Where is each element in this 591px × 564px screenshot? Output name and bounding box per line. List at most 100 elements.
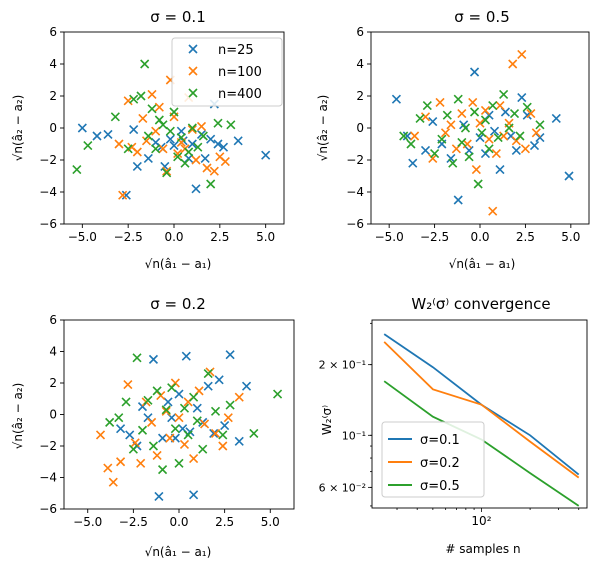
scatter-marker — [189, 454, 199, 464]
scatter-marker — [428, 117, 438, 127]
scatter-marker — [129, 94, 139, 104]
scatter-marker — [210, 406, 221, 416]
legend-label: n=400 — [218, 87, 262, 102]
scatter-marker — [187, 125, 197, 135]
data-points — [391, 49, 574, 216]
panel-title: σ = 0.2 — [150, 295, 205, 313]
scatter-marker — [143, 153, 153, 163]
x-tick-label: 5.0 — [256, 230, 275, 244]
scatter-marker — [475, 118, 485, 128]
scatter-marker — [468, 97, 478, 107]
scatter-marker — [499, 131, 509, 141]
y-tick-label: −4 — [39, 185, 57, 199]
panel-sigma-0-5: σ = 0.5 √n(â₁ − a₁) √n(â₂ − a₂) −5.0 −2.5… — [316, 8, 590, 271]
scatter-marker — [148, 354, 159, 364]
scatter-marker — [399, 131, 409, 141]
scatter-marker — [402, 131, 412, 141]
scatter-marker — [158, 144, 168, 154]
y-tick-label: 4 — [49, 345, 57, 359]
scatter-marker — [165, 433, 175, 443]
scatter-marker — [167, 383, 177, 393]
y-tick-label: 2 × 10⁻¹ — [319, 359, 366, 372]
scatter-marker — [218, 142, 229, 152]
scatter-marker — [95, 430, 106, 440]
scatter-marker — [475, 133, 485, 143]
x-tick-label: 2.5 — [516, 230, 535, 244]
axes-frame — [370, 31, 590, 225]
scatter-marker — [130, 438, 140, 448]
scatter-marker — [453, 195, 463, 205]
y-tick-label: 4 — [49, 57, 57, 71]
scatter-marker — [535, 120, 545, 130]
scatter-marker — [477, 128, 487, 138]
x-tick-label: −2.5 — [119, 515, 148, 529]
scatter-marker — [198, 444, 208, 454]
scatter-marker — [509, 109, 520, 119]
scatter-marker — [531, 128, 541, 138]
scatter-marker — [147, 89, 157, 99]
legend-label: σ=0.2 — [420, 456, 460, 471]
scatter-marker — [551, 113, 561, 123]
panel-sigma-0-2: σ = 0.2 √n(â₁ − a₁) √n(â₂ − a₂) −5.0 −2.5… — [11, 295, 295, 559]
x-tick-label: −5.0 — [73, 515, 102, 529]
y-tick-label: 0 — [49, 121, 57, 135]
scatter-marker — [203, 368, 213, 379]
y-axis-label: √n(â₂ − a₂) — [11, 383, 25, 450]
scatter-marker — [192, 403, 202, 413]
x-tick-label: 0.0 — [164, 230, 183, 244]
legend-entry-n100: n=100 — [188, 65, 262, 80]
scatter-marker — [435, 97, 445, 107]
scatter-marker — [495, 101, 505, 111]
scatter-marker — [214, 375, 224, 385]
scatter-marker — [460, 123, 471, 133]
scatter-marker — [218, 430, 228, 440]
y-tick-label: −2 — [346, 153, 364, 167]
scatter-marker — [116, 424, 126, 434]
scatter-marker — [430, 149, 440, 159]
scatter-marker — [169, 107, 179, 117]
x-tick-label: 2.5 — [210, 230, 229, 244]
scatter-marker — [489, 126, 500, 136]
scatter-marker — [196, 121, 207, 131]
panel-title: σ = 0.1 — [150, 8, 205, 26]
legend-entry-sigma-0-1: σ=0.1 — [388, 433, 460, 448]
scatter-marker — [406, 139, 416, 149]
scatter-marker — [511, 136, 521, 146]
scatter-marker — [83, 141, 93, 151]
y-tick-label: −2 — [39, 439, 57, 453]
scatter-marker — [480, 115, 491, 125]
scatter-marker — [161, 406, 171, 416]
x-tick-label: −5.0 — [68, 230, 97, 244]
scatter-marker — [198, 131, 208, 141]
scatter-marker — [488, 101, 498, 111]
scatter-marker — [442, 110, 452, 120]
scatter-marker — [499, 89, 509, 99]
scatter-marker — [511, 145, 521, 155]
scatter-marker — [189, 392, 199, 402]
scatter-marker — [495, 165, 505, 175]
scatter-marker — [161, 405, 171, 415]
scatter-marker — [448, 158, 458, 168]
scatter-marker — [108, 477, 118, 487]
scatter-marker — [191, 184, 201, 194]
y-tick-label: 10⁻¹ — [342, 429, 366, 442]
scatter-marker — [128, 444, 138, 454]
panel-convergence: W₂⁽σ⁾ convergence # samples n W₂⁽σ⁾ 10² 6… — [319, 295, 588, 556]
scatter-marker — [77, 123, 87, 133]
scatter-marker — [202, 163, 212, 173]
y-tick-label: 4 — [356, 57, 364, 71]
scatter-marker — [141, 136, 152, 146]
scatter-marker — [179, 439, 190, 449]
legend-entry-n400: n=400 — [188, 87, 262, 102]
scatter-marker — [147, 104, 157, 114]
scatter-marker — [226, 120, 236, 130]
scatter-marker — [213, 139, 223, 149]
y-axis-label: W₂⁽σ⁾ — [320, 405, 334, 435]
data-points — [95, 350, 283, 501]
scatter-marker — [491, 149, 501, 159]
scatter-marker — [420, 112, 431, 122]
scatter-marker — [484, 134, 494, 144]
scatter-marker — [183, 430, 193, 440]
scatter-marker — [517, 93, 527, 103]
